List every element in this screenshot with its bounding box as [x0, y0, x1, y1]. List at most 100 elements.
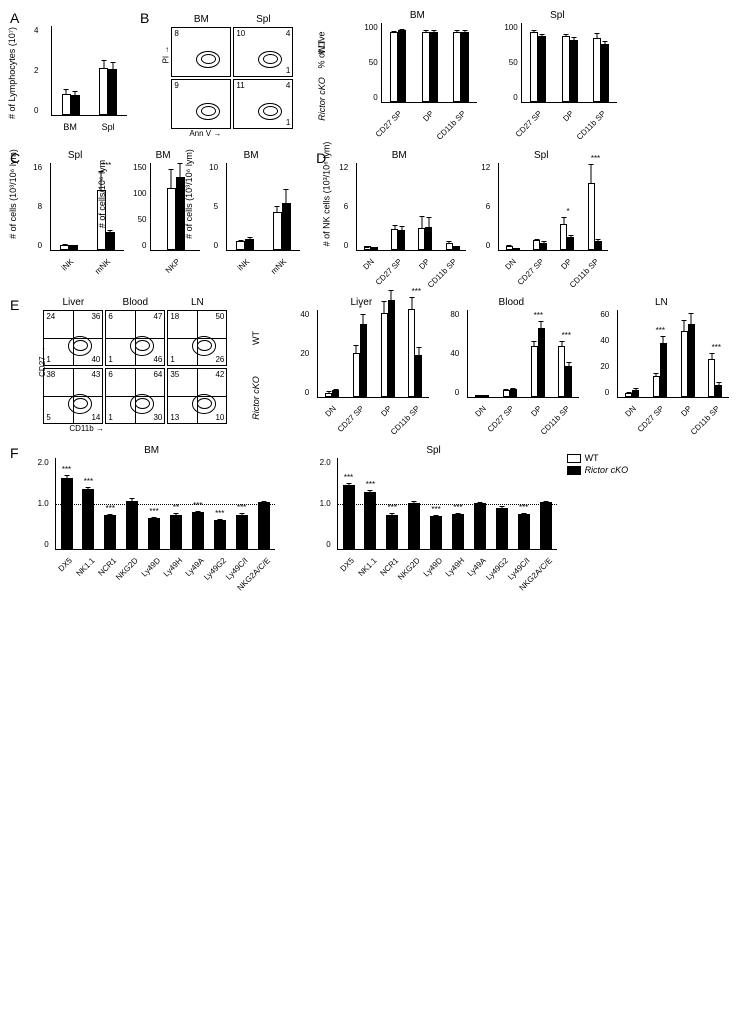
ytick: 12 — [481, 163, 490, 172]
bar — [108, 69, 117, 115]
facs-quad-value: 1 — [108, 413, 112, 422]
bar — [632, 390, 639, 397]
ytick: 150 — [133, 163, 146, 172]
facs-plot: 2436140 — [43, 310, 103, 366]
ylabel: # of cells (10³/10⁶ lym) — [8, 149, 18, 239]
bar — [625, 393, 632, 397]
ytick: 20 — [600, 362, 609, 371]
ytick: 100 — [133, 189, 146, 198]
bar — [273, 212, 282, 250]
ytick: 0 — [326, 540, 330, 549]
bar — [565, 366, 572, 397]
bar — [69, 245, 78, 250]
bar: *** — [386, 515, 398, 550]
charts-B: BM% of Live100500CD27 SPDPCD11b SPSpl100… — [357, 10, 617, 138]
panel-label-A: A — [10, 10, 140, 26]
facs-E-col0: Liver — [43, 297, 103, 308]
sig-marker: *** — [84, 477, 93, 486]
ytick: 80 — [450, 310, 459, 319]
chart-title: Spl — [550, 10, 564, 21]
facs-quad-value: 24 — [46, 312, 55, 321]
bar-group — [475, 395, 489, 397]
bar — [540, 243, 547, 250]
bar-group — [381, 300, 395, 397]
bar — [62, 94, 71, 115]
bar — [538, 328, 545, 397]
facs-plot: 1141 — [233, 79, 293, 129]
panel-B: B BM Spl 8104191141 PI → Ann V → WT Rict… — [140, 10, 738, 138]
xtick: DP — [559, 257, 573, 271]
ytick: 0 — [44, 540, 48, 549]
facs-E-col1: Blood — [105, 297, 165, 308]
xtick: NK1.1 — [74, 556, 96, 578]
ylabel: # of cells/10⁶ lym — [97, 160, 107, 228]
sig-marker: *** — [62, 465, 71, 474]
bar-group — [503, 389, 517, 397]
ylabel: # of NK cells (10³/10⁶ lym) — [322, 142, 332, 247]
bar — [567, 237, 574, 250]
sig-marker: *** — [562, 331, 571, 340]
bar — [282, 203, 291, 250]
chart-title: BM — [410, 10, 425, 21]
panel-label-B: B — [140, 10, 149, 138]
ytick: 60 — [600, 310, 609, 319]
facs-quad-value: 1 — [170, 355, 174, 364]
bar: *** — [214, 520, 226, 549]
bar — [588, 183, 595, 250]
bar-group — [99, 68, 117, 115]
ytick: 6 — [486, 202, 490, 211]
chart-A: 420 # of Lymphocytes (10⁷) BMSpl — [10, 26, 140, 132]
bar-group — [390, 30, 406, 102]
xtick: DN — [623, 404, 638, 419]
ytick: 50 — [369, 58, 378, 67]
chart-title: BM — [156, 150, 171, 161]
bar-group — [625, 390, 639, 397]
bar — [715, 385, 722, 397]
panel-D: D BM# of NK cells (10³/10⁶ lym)1260DNCD2… — [316, 150, 608, 285]
sig-marker: * — [566, 207, 569, 216]
cd11b-axis: CD11b — [69, 424, 93, 433]
bar-group — [708, 359, 722, 397]
bar — [60, 245, 69, 251]
bar — [446, 243, 453, 250]
charts-E: Liver40200****DNCD27 SPDPCD11b SPBlood80… — [293, 297, 729, 432]
bar-group — [533, 240, 547, 250]
chart-title: LN — [655, 297, 668, 308]
ytick: 100 — [364, 23, 377, 32]
bar-group — [62, 94, 80, 115]
xtick: DX5 — [339, 556, 356, 573]
facs-plot: 647146 — [105, 310, 165, 366]
facs-quad-value: 4 — [286, 29, 290, 38]
bar — [530, 32, 538, 102]
bar-group — [506, 246, 520, 250]
panel-A: A 420 # of Lymphocytes (10⁷) BMSpl — [10, 10, 140, 132]
bar — [708, 359, 715, 397]
facs-quad-value: 6 — [108, 370, 112, 379]
ytick: 2.0 — [320, 458, 331, 467]
bar — [475, 395, 482, 397]
sig-marker: *** — [344, 473, 353, 482]
ytick: 40 — [450, 349, 459, 358]
facs-quad-value: 14 — [91, 413, 100, 422]
facs-quad-value: 47 — [153, 312, 162, 321]
ytick: 1.0 — [320, 499, 331, 508]
bar — [99, 68, 108, 115]
bar — [562, 36, 570, 102]
sig-marker: *** — [106, 504, 115, 513]
bar: *** — [364, 492, 376, 550]
facs-quad-value: 26 — [215, 355, 224, 364]
facs-plot: 1850126 — [167, 310, 227, 366]
facs-quad-value: 38 — [46, 370, 55, 379]
bar-group — [560, 224, 574, 250]
ytick: 0 — [605, 388, 609, 397]
facs-plot: 8 — [171, 27, 231, 77]
sig-marker: * — [359, 304, 362, 313]
bar — [408, 309, 415, 397]
facs-plot: 3843514 — [43, 368, 103, 424]
bar — [531, 346, 538, 397]
chart-title: BM — [244, 150, 259, 161]
bar-group — [653, 343, 667, 397]
bar — [558, 346, 565, 397]
bar-group — [453, 32, 469, 102]
bar — [593, 38, 601, 102]
